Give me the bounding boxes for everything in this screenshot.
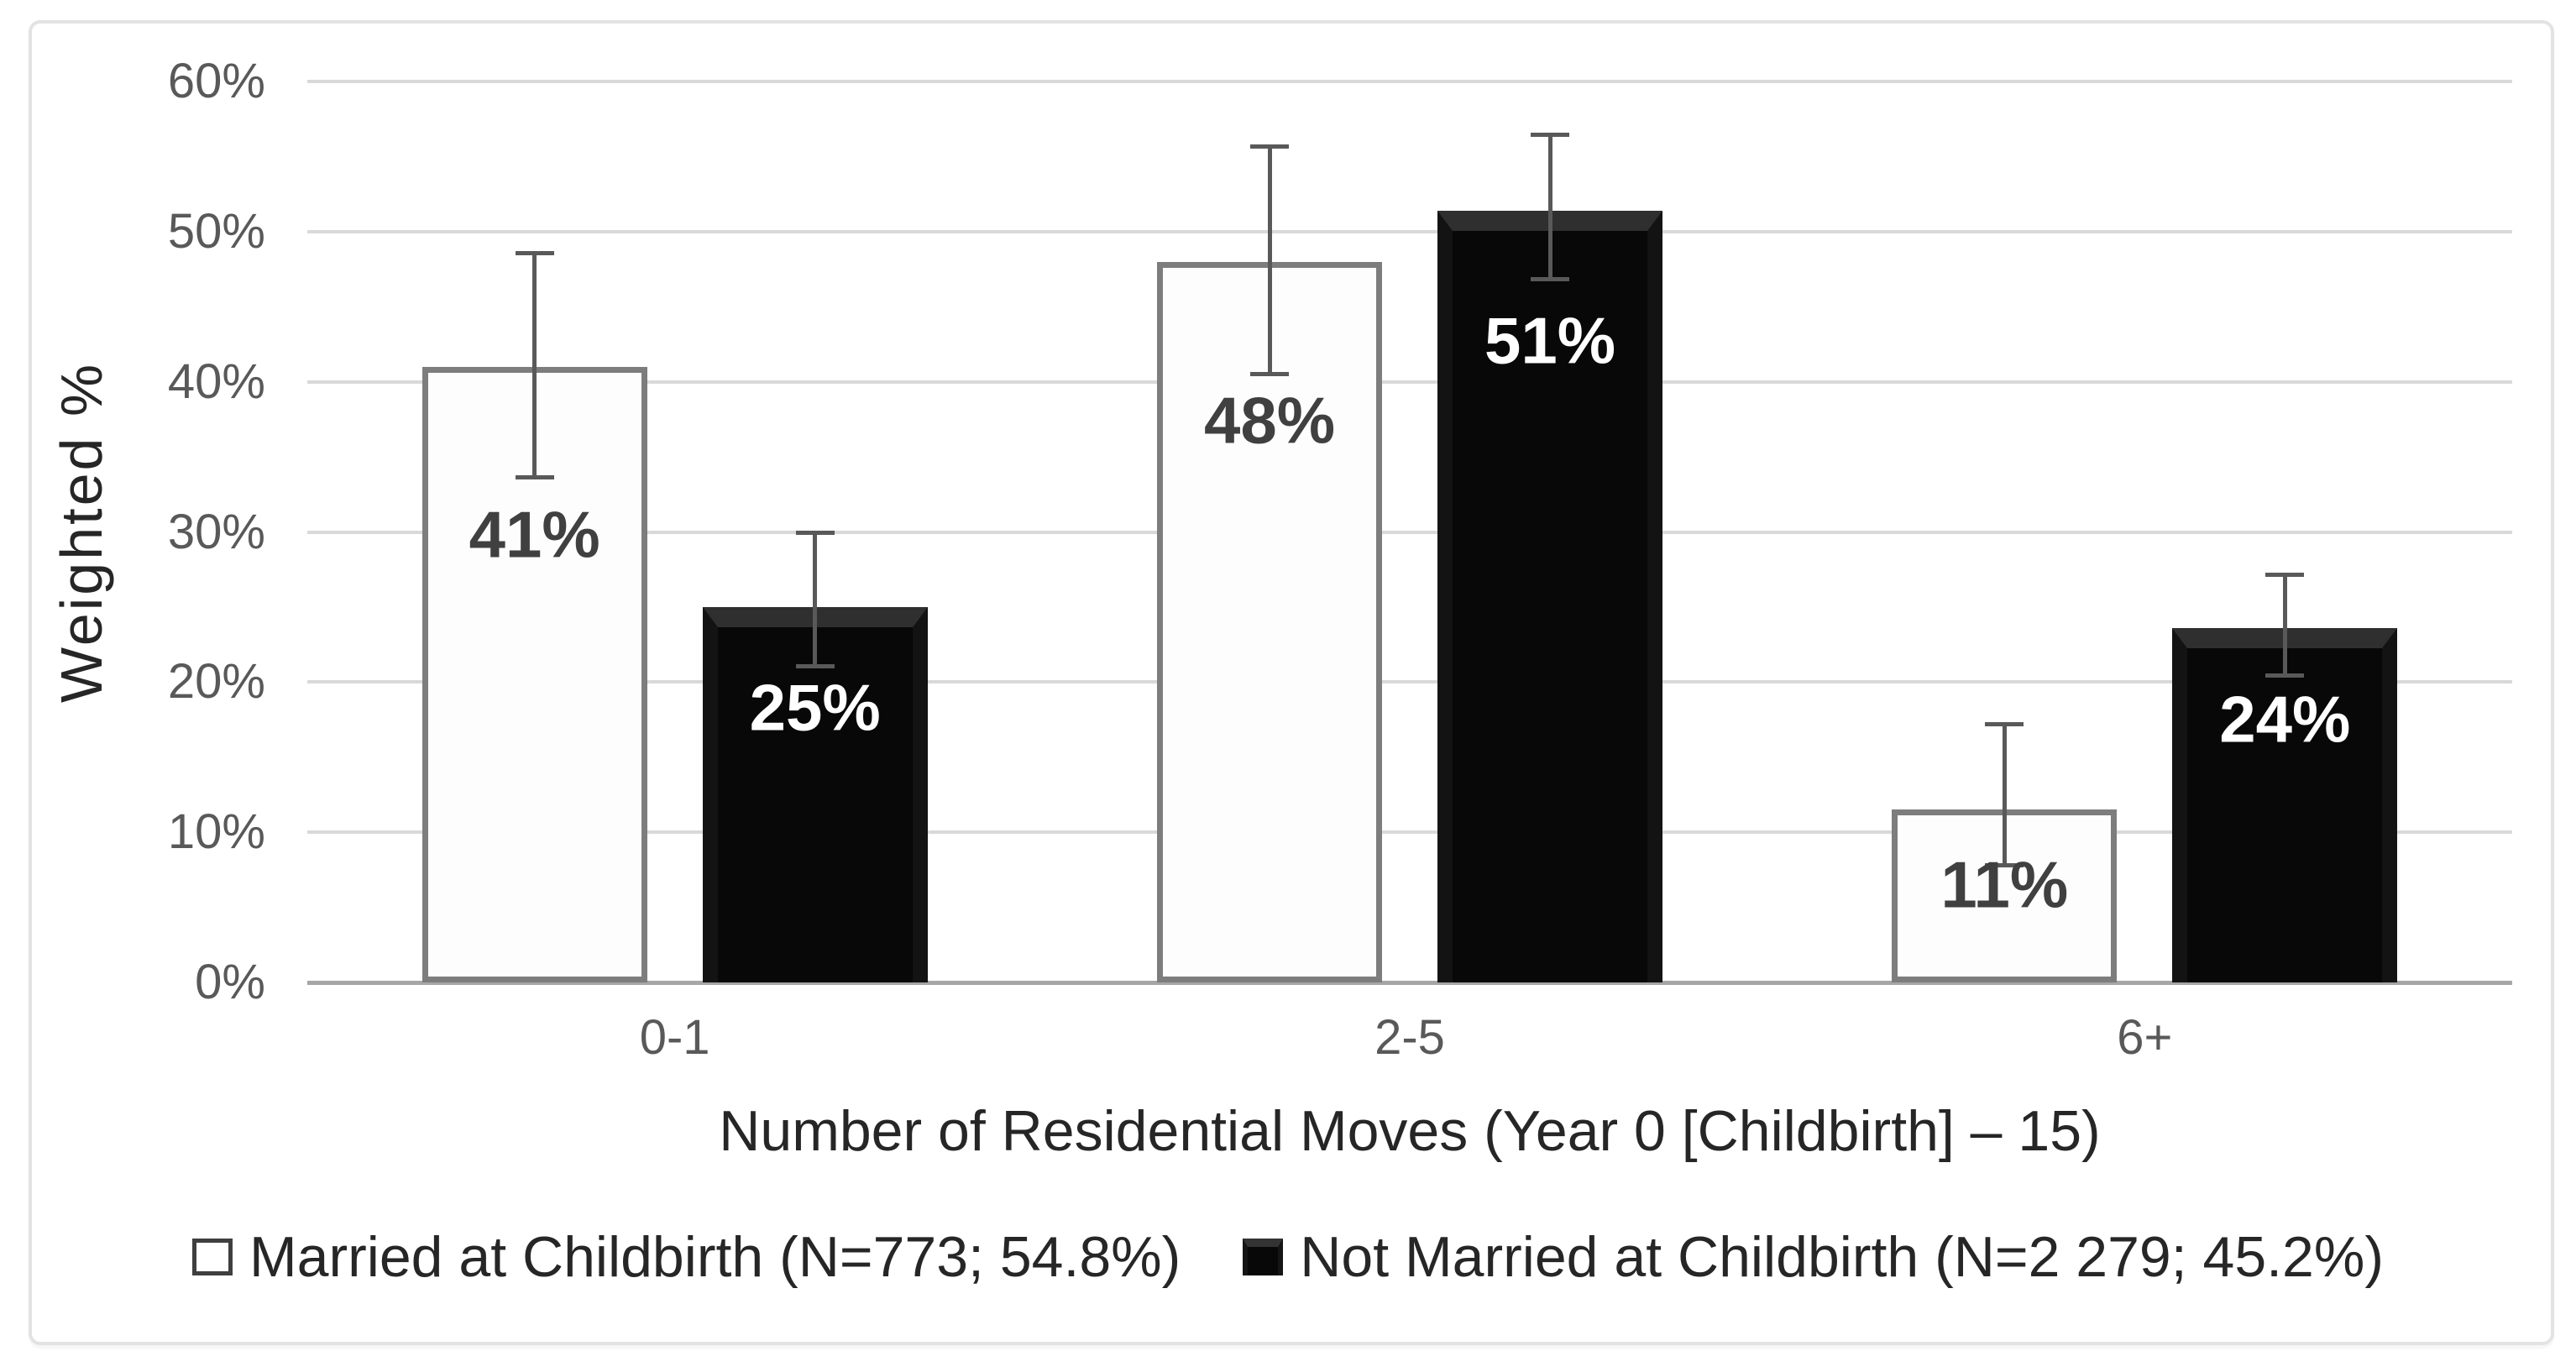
legend-label-not-married: Not Married at Childbirth (N=2 279; 45.2…	[1300, 1225, 2384, 1289]
bar-value-label: 25%	[749, 670, 881, 745]
y-tick-label-30%: 30%	[167, 504, 265, 559]
bar-value-label: 24%	[2219, 682, 2351, 757]
error-bar-cap-top	[2265, 572, 2305, 577]
error-bar-line	[2002, 724, 2007, 866]
bar-value-label: 51%	[1484, 303, 1616, 378]
x-tick-label-0-1: 0-1	[639, 1010, 710, 1065]
x-tick-label-2-5: 2-5	[1374, 1010, 1445, 1065]
gridline-30%	[307, 530, 2512, 534]
bar-married-2-5	[1157, 261, 1382, 982]
x-axis-title: Number of Residential Moves (Year 0 [Chi…	[719, 1099, 2101, 1163]
gridline-50%	[307, 229, 2512, 233]
bar-value-label: 11%	[1940, 847, 2069, 922]
legend: Married at Childbirth (N=773; 54.8%) Not…	[0, 1224, 2576, 1290]
legend-item-married: Married at Childbirth (N=773; 54.8%)	[191, 1224, 1181, 1290]
error-bar-cap-bottom	[1985, 862, 2024, 867]
error-bar-cap-top	[795, 530, 835, 535]
bar-value-label: 48%	[1203, 383, 1336, 458]
error-bar-cap-top	[1531, 132, 1569, 137]
error-bar-cap-top	[1250, 144, 1289, 149]
legend-label-married: Married at Childbirth (N=773; 54.8%)	[249, 1225, 1181, 1289]
y-tick-label-10%: 10%	[167, 804, 265, 860]
legend-swatch-not-married-icon	[1243, 1239, 1284, 1275]
bar-value-label: 41%	[469, 497, 600, 572]
bar-not-married-0-1	[702, 606, 928, 982]
error-bar-cap-top	[515, 250, 554, 255]
gridline-60%	[307, 80, 2512, 83]
error-bar-line	[813, 532, 818, 668]
error-bar-cap-bottom	[515, 475, 554, 480]
gridline-20%	[307, 680, 2512, 684]
error-bar-cap-bottom	[1250, 371, 1289, 376]
gridline-40%	[307, 380, 2512, 384]
y-tick-label-50%: 50%	[167, 203, 265, 259]
y-tick-label-20%: 20%	[167, 654, 265, 710]
error-bar-cap-bottom	[795, 664, 835, 669]
error-bar-line	[532, 252, 537, 479]
bar-not-married-2-5	[1437, 210, 1662, 982]
legend-item-not-married: Not Married at Childbirth (N=2 279; 45.2…	[1243, 1224, 2384, 1290]
gridline-10%	[307, 830, 2512, 835]
error-bar-line	[1547, 134, 1552, 280]
legend-swatch-married-icon	[191, 1239, 233, 1275]
error-bar-cap-bottom	[1531, 277, 1569, 282]
error-bar-cap-top	[1985, 722, 2024, 727]
error-bar-line	[1267, 145, 1272, 374]
error-bar-line	[2282, 574, 2287, 677]
bar-not-married-6+	[2172, 627, 2398, 982]
x-axis-line	[307, 981, 2512, 985]
y-tick-label-40%: 40%	[167, 354, 265, 409]
error-bar-cap-bottom	[2265, 673, 2305, 678]
x-tick-label-6+: 6+	[2117, 1010, 2173, 1065]
y-tick-label-0%: 0%	[195, 955, 265, 1009]
y-tick-label-60%: 60%	[167, 54, 265, 108]
